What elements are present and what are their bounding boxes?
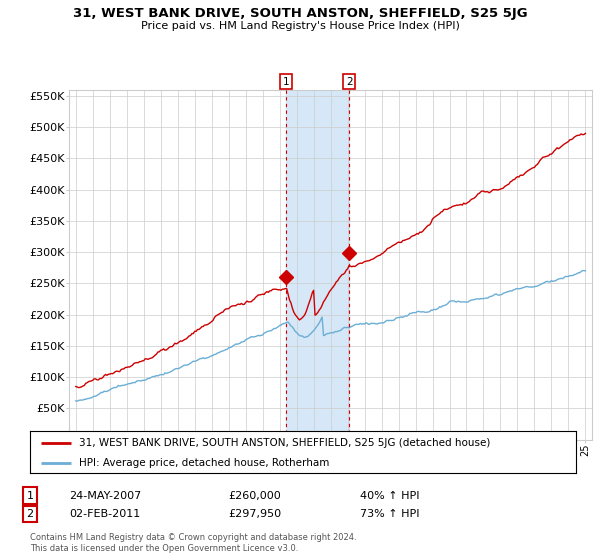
- Text: 31, WEST BANK DRIVE, SOUTH ANSTON, SHEFFIELD, S25 5JG: 31, WEST BANK DRIVE, SOUTH ANSTON, SHEFF…: [73, 7, 527, 20]
- Text: 31, WEST BANK DRIVE, SOUTH ANSTON, SHEFFIELD, S25 5JG (detached house): 31, WEST BANK DRIVE, SOUTH ANSTON, SHEFF…: [79, 437, 491, 447]
- Bar: [286, 90, 349, 440]
- Text: £260,000: £260,000: [228, 491, 281, 501]
- Text: Price paid vs. HM Land Registry's House Price Index (HPI): Price paid vs. HM Land Registry's House …: [140, 21, 460, 31]
- Text: HPI: Average price, detached house, Rotherham: HPI: Average price, detached house, Roth…: [79, 458, 329, 468]
- Text: 1: 1: [26, 491, 34, 501]
- Text: 24-MAY-2007: 24-MAY-2007: [69, 491, 141, 501]
- Text: 2: 2: [346, 77, 352, 87]
- Text: 2: 2: [26, 509, 34, 519]
- Text: 1: 1: [283, 77, 290, 87]
- Text: 73% ↑ HPI: 73% ↑ HPI: [360, 509, 419, 519]
- Text: 40% ↑ HPI: 40% ↑ HPI: [360, 491, 419, 501]
- Text: £297,950: £297,950: [228, 509, 281, 519]
- Text: Contains HM Land Registry data © Crown copyright and database right 2024.
This d: Contains HM Land Registry data © Crown c…: [30, 533, 356, 553]
- Text: 02-FEB-2011: 02-FEB-2011: [69, 509, 140, 519]
